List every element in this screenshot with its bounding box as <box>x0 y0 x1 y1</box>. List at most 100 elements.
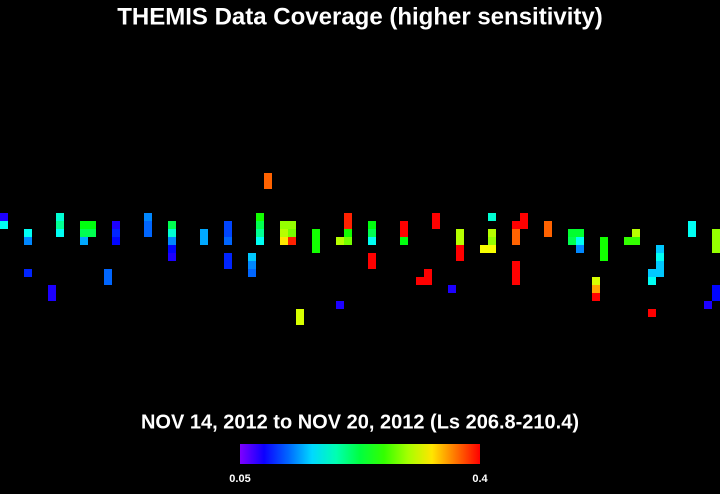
coverage-cell <box>648 269 656 277</box>
coverage-cell <box>480 245 488 253</box>
coverage-cell <box>512 221 520 229</box>
coverage-cell <box>48 285 56 293</box>
coverage-cell <box>168 245 176 253</box>
coverage-cell <box>280 229 288 237</box>
coverage-cell <box>656 245 664 253</box>
coverage-cell <box>544 229 552 237</box>
coverage-cell <box>288 229 296 237</box>
coverage-cell <box>336 301 344 309</box>
coverage-cell <box>144 221 152 229</box>
coverage-cell <box>512 269 520 277</box>
coverage-cell <box>400 221 408 229</box>
coverage-cell <box>288 221 296 229</box>
coverage-cell <box>656 253 664 261</box>
coverage-cell <box>512 229 520 237</box>
coverage-cell <box>344 229 352 237</box>
coverage-cell <box>256 237 264 245</box>
coverage-cell <box>224 261 232 269</box>
coverage-cell <box>104 269 112 277</box>
coverage-cell <box>712 285 720 293</box>
coverage <box>0 173 720 325</box>
coverage-cell <box>56 221 64 229</box>
coverage-cell <box>600 237 608 245</box>
coverage-cell <box>88 221 96 229</box>
coverage-cell <box>488 237 496 245</box>
coverage-cell <box>416 277 424 285</box>
coverage-cell <box>592 293 600 301</box>
coverage-cell <box>632 229 640 237</box>
coverage-cell <box>264 173 272 181</box>
coverage-cell <box>512 261 520 269</box>
coverage-cell <box>168 237 176 245</box>
coverage-cell <box>456 253 464 261</box>
coverage-cell <box>432 221 440 229</box>
coverage-cell <box>632 237 640 245</box>
coverage-cell <box>224 221 232 229</box>
coverage-cell <box>168 253 176 261</box>
coverage-cell <box>688 221 696 229</box>
coverage-cell <box>488 229 496 237</box>
coverage-cell <box>256 221 264 229</box>
coverage-cell <box>344 237 352 245</box>
coverage-cell <box>488 213 496 221</box>
coverage-cell <box>168 221 176 229</box>
coverage-cell <box>200 237 208 245</box>
coverage-cell <box>144 213 152 221</box>
coverage-cell <box>712 229 720 237</box>
coverage-cell <box>88 229 96 237</box>
coverage-cell <box>624 237 632 245</box>
coverage-cell <box>0 213 8 221</box>
colorbar-max: 0.4 <box>472 473 488 485</box>
coverage-cell <box>56 213 64 221</box>
coverage-cell <box>424 269 432 277</box>
coverage-cell <box>248 269 256 277</box>
coverage-cell <box>520 213 528 221</box>
coverage-cell <box>368 221 376 229</box>
coverage-cell <box>448 285 456 293</box>
coverage-cell <box>600 245 608 253</box>
coverage-cell <box>368 253 376 261</box>
coverage-cell <box>224 237 232 245</box>
coverage-cell <box>264 181 272 189</box>
coverage-cell <box>576 245 584 253</box>
coverage-cell <box>456 229 464 237</box>
coverage-cell <box>224 253 232 261</box>
coverage-cell <box>112 237 120 245</box>
coverage-cell <box>24 237 32 245</box>
coverage-cell <box>344 221 352 229</box>
coverage-cell <box>80 229 88 237</box>
subtitle: NOV 14, 2012 to NOV 20, 2012 (Ls 206.8-2… <box>141 411 579 433</box>
coverage-cell <box>424 277 432 285</box>
coverage-cell <box>712 237 720 245</box>
coverage-cell <box>288 237 296 245</box>
coverage-cell <box>576 229 584 237</box>
coverage-cell <box>256 229 264 237</box>
coverage-cell <box>592 277 600 285</box>
coverage-cell <box>656 269 664 277</box>
coverage-cell <box>648 277 656 285</box>
coverage-cell <box>56 229 64 237</box>
coverage-cell <box>48 293 56 301</box>
coverage-cell <box>336 237 344 245</box>
coverage-cell <box>712 293 720 301</box>
coverage-cell <box>400 237 408 245</box>
coverage-cell <box>312 237 320 245</box>
coverage-cell <box>0 221 8 229</box>
coverage-cell <box>280 237 288 245</box>
coverage-cell <box>368 261 376 269</box>
coverage-cell <box>104 277 112 285</box>
coverage-cell <box>144 229 152 237</box>
colorbar-min: 0.05 <box>229 473 250 485</box>
coverage-cell <box>168 229 176 237</box>
coverage-cell <box>80 237 88 245</box>
coverage-cell <box>24 269 32 277</box>
coverage-cell <box>368 237 376 245</box>
coverage-cell <box>512 237 520 245</box>
coverage-cell <box>280 221 288 229</box>
coverage-cell <box>248 261 256 269</box>
coverage-cell <box>296 317 304 325</box>
colorbar <box>240 444 480 464</box>
coverage-cell <box>24 229 32 237</box>
